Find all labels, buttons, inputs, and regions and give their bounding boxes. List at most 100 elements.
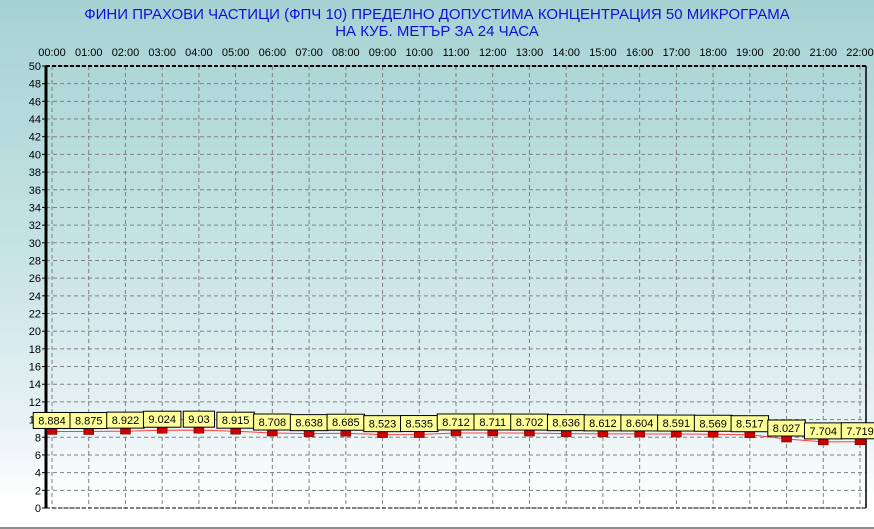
y-tick-label: 12 (29, 397, 41, 409)
x-tick-label: 03:00 (148, 47, 176, 59)
x-tick-label: 02:00 (112, 47, 140, 59)
data-label: 8.535 (406, 419, 434, 431)
x-tick-label: 18:00 (699, 47, 727, 59)
data-point-marker (303, 430, 315, 437)
data-label: 8.712 (442, 417, 470, 429)
data-label-box (182, 410, 216, 428)
x-tick-label: 16:00 (626, 47, 654, 59)
data-point-marker (854, 438, 866, 446)
x-tick-label: 06:00 (259, 47, 287, 59)
y-tick-label: 4 (35, 468, 41, 480)
data-point-marker (524, 429, 535, 437)
x-tick-label: 09:00 (369, 47, 397, 59)
data-label: 8.517 (736, 419, 764, 431)
y-tick-label: 38 (29, 167, 41, 179)
data-label: 8.604 (626, 418, 654, 430)
x-tick-label: 10:00 (406, 47, 434, 59)
y-tick-label: 28 (29, 255, 41, 267)
y-tick-label: 50 (29, 61, 41, 73)
x-tick-label: 15:00 (589, 47, 617, 59)
y-tick-label: 20 (29, 326, 41, 338)
data-point-marker (156, 426, 168, 434)
data-label: 9.024 (148, 414, 176, 426)
data-point-marker (193, 426, 205, 434)
x-tick-label: 22:00 (846, 47, 874, 59)
data-label: 8.702 (516, 417, 544, 429)
y-tick-label: 34 (29, 202, 41, 214)
y-tick-label: 24 (29, 291, 41, 303)
y-tick-label: 18 (29, 344, 41, 356)
data-label: 7.719 (846, 426, 874, 438)
y-tick-label: 46 (29, 96, 41, 108)
data-label-box (840, 422, 874, 440)
x-tick-label: 14:00 (552, 47, 580, 59)
y-tick-label: 48 (29, 79, 41, 91)
x-tick-label: 04:00 (185, 47, 213, 59)
x-tick-label: 08:00 (332, 47, 360, 59)
data-point-marker (597, 430, 609, 438)
x-tick-label: 20:00 (773, 47, 801, 59)
data-point-marker (267, 429, 278, 437)
data-point-marker (450, 429, 462, 437)
data-point-marker (781, 435, 792, 443)
data-label: 8.875 (75, 416, 103, 428)
y-tick-label: 22 (29, 309, 41, 321)
data-label: 8.523 (369, 419, 397, 431)
x-tick-label: 13:00 (516, 47, 544, 59)
x-tick-label: 17:00 (663, 47, 691, 59)
title-line-1: ФИНИ ПРАХОВИ ЧАСТИЦИ (ФПЧ 10) ПРЕДЕЛНО Д… (84, 6, 790, 23)
y-tick-label: 36 (29, 185, 41, 197)
data-label: 8.711 (479, 417, 506, 429)
x-tick-label: 01:00 (75, 47, 103, 59)
data-label: 8.027 (773, 423, 801, 435)
y-tick-label: 42 (29, 132, 41, 144)
x-tick-label: 21:00 (810, 47, 838, 59)
y-tick-label: 32 (29, 220, 41, 232)
data-label: 8.685 (332, 417, 360, 429)
x-tick-label: 19:00 (736, 47, 764, 59)
y-tick-label: 30 (29, 238, 41, 250)
data-point-marker (377, 431, 388, 438)
data-label: 7.704 (810, 426, 838, 438)
data-point-marker (818, 438, 829, 446)
data-label: 8.708 (259, 417, 287, 429)
x-tick-label: 07:00 (295, 47, 323, 59)
y-tick-label: 8 (35, 432, 41, 444)
data-point-marker (744, 431, 756, 438)
y-tick-label: 14 (29, 379, 41, 391)
y-tick-label: 26 (29, 273, 41, 285)
data-label: 8.612 (589, 418, 617, 430)
y-tick-label: 6 (35, 450, 41, 462)
title-line-2: НА КУБ. МЕТЪР ЗА 24 ЧАСА (335, 23, 539, 40)
data-label: 8.569 (699, 418, 727, 430)
y-tick-label: 0 (35, 503, 41, 515)
data-point-marker (340, 429, 352, 437)
data-label: 8.884 (38, 415, 66, 427)
data-point-marker (671, 430, 682, 438)
data-point-marker (707, 431, 719, 438)
data-point-marker (46, 428, 58, 435)
y-tick-label: 16 (29, 362, 41, 374)
y-tick-label: 2 (35, 485, 41, 497)
y-tick-label: 40 (29, 149, 41, 161)
data-point-marker (414, 431, 425, 438)
data-label-box (142, 410, 182, 428)
data-label: 8.591 (663, 418, 691, 430)
data-label: 8.638 (295, 418, 323, 430)
x-tick-label: 05:00 (222, 47, 250, 59)
data-label: 8.915 (222, 415, 250, 427)
x-tick-label: 11:00 (443, 47, 470, 59)
data-label: 8.922 (112, 415, 140, 427)
data-point-marker (120, 427, 131, 435)
data-label: 8.636 (552, 418, 580, 430)
data-point-marker (83, 428, 94, 435)
y-tick-label: 44 (29, 114, 41, 126)
x-tick-label: 12:00 (479, 47, 507, 59)
data-point-marker (487, 429, 498, 437)
data-label: 9.03 (188, 414, 209, 426)
chart-title: ФИНИ ПРАХОВИ ЧАСТИЦИ (ФПЧ 10) ПРЕДЕЛНО Д… (0, 6, 874, 40)
data-point-marker (634, 430, 645, 438)
x-tick-label: 00:00 (38, 47, 66, 59)
